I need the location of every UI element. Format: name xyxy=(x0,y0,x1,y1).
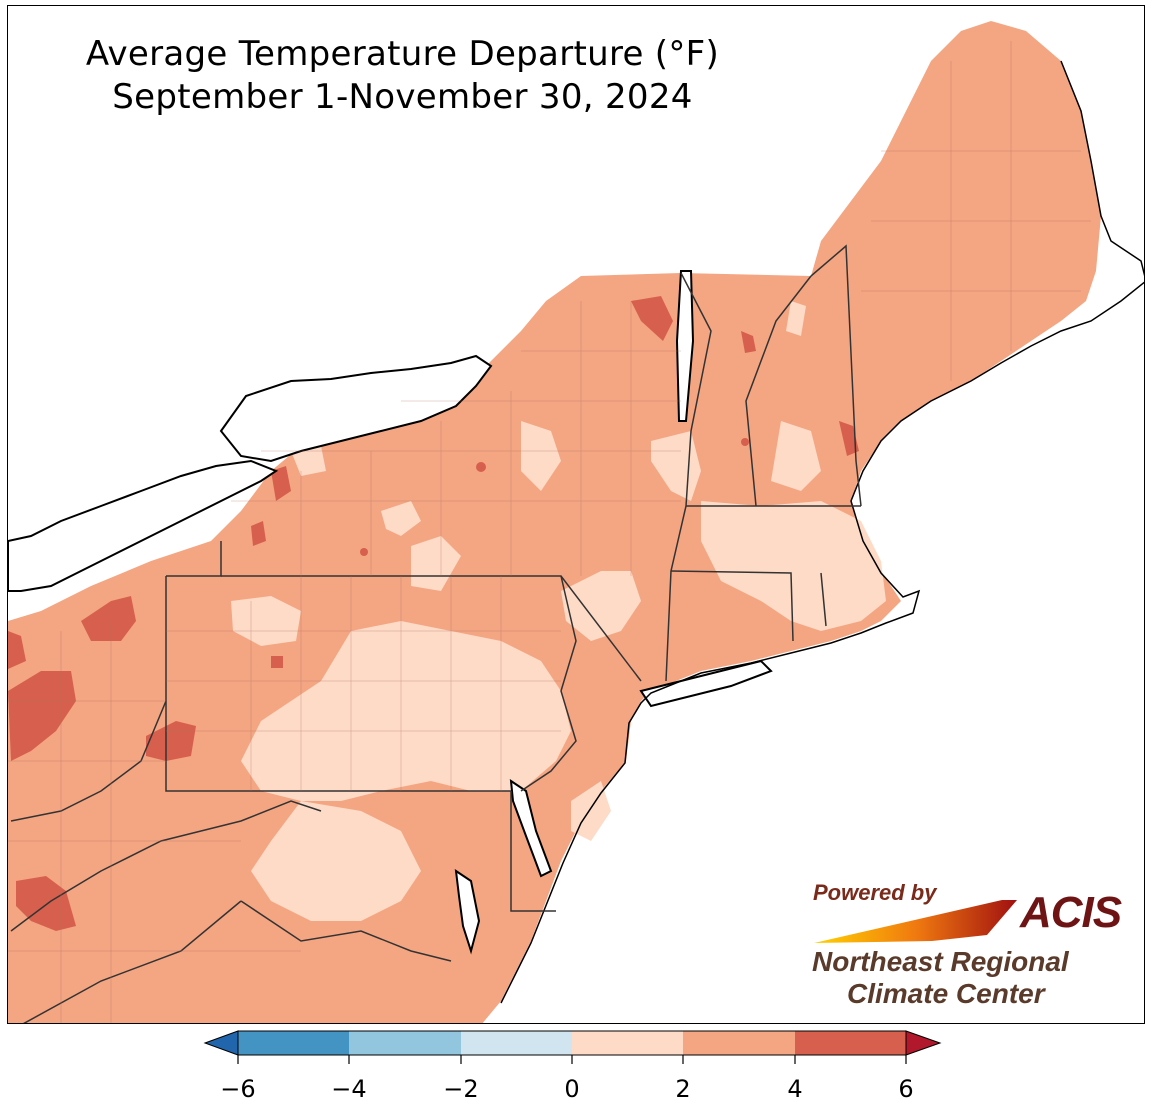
colorbar xyxy=(203,1030,942,1064)
colorbar-tick-label: 0 xyxy=(564,1075,580,1103)
colorbar-tick-label: 6 xyxy=(898,1075,914,1103)
colorbar-bin xyxy=(238,1031,349,1055)
colorbar-tick-label: −4 xyxy=(331,1075,367,1103)
acis-logo-text: ACIS xyxy=(1020,888,1122,937)
map-title-line-1: Average Temperature Departure (°F) xyxy=(85,34,720,74)
colorbar-bin xyxy=(683,1031,795,1055)
state-borders xyxy=(10,244,862,1023)
colorbar-bin xyxy=(461,1031,572,1055)
water-bodies xyxy=(8,270,773,955)
colorbar-tick-label: 2 xyxy=(675,1075,691,1103)
org-name-line-2: Climate Center xyxy=(847,978,1045,1009)
colorbar-tick-label: −2 xyxy=(443,1075,479,1103)
colorbar-over-arrow xyxy=(905,1030,942,1056)
org-name-line-1: Northeast Regional xyxy=(812,946,1069,977)
colorbar-tick-label: 4 xyxy=(787,1075,803,1103)
map-title-line-2: September 1-November 30, 2024 xyxy=(112,77,693,117)
light-departure-regions xyxy=(231,301,886,921)
colorbar-under-arrow xyxy=(203,1030,239,1056)
colorbar-tick-label: −6 xyxy=(220,1075,256,1103)
powered-by-text: Powered by xyxy=(813,880,937,905)
county-lines xyxy=(8,41,1091,1023)
map-frame xyxy=(7,5,1145,1024)
colorbar-bin xyxy=(349,1031,461,1055)
acis-swoosh-icon xyxy=(814,900,1017,943)
temperature-departure-map xyxy=(8,21,1144,1023)
coastline xyxy=(500,60,1144,1004)
colorbar-bin xyxy=(795,1031,906,1055)
colorbar-bin xyxy=(572,1031,683,1055)
